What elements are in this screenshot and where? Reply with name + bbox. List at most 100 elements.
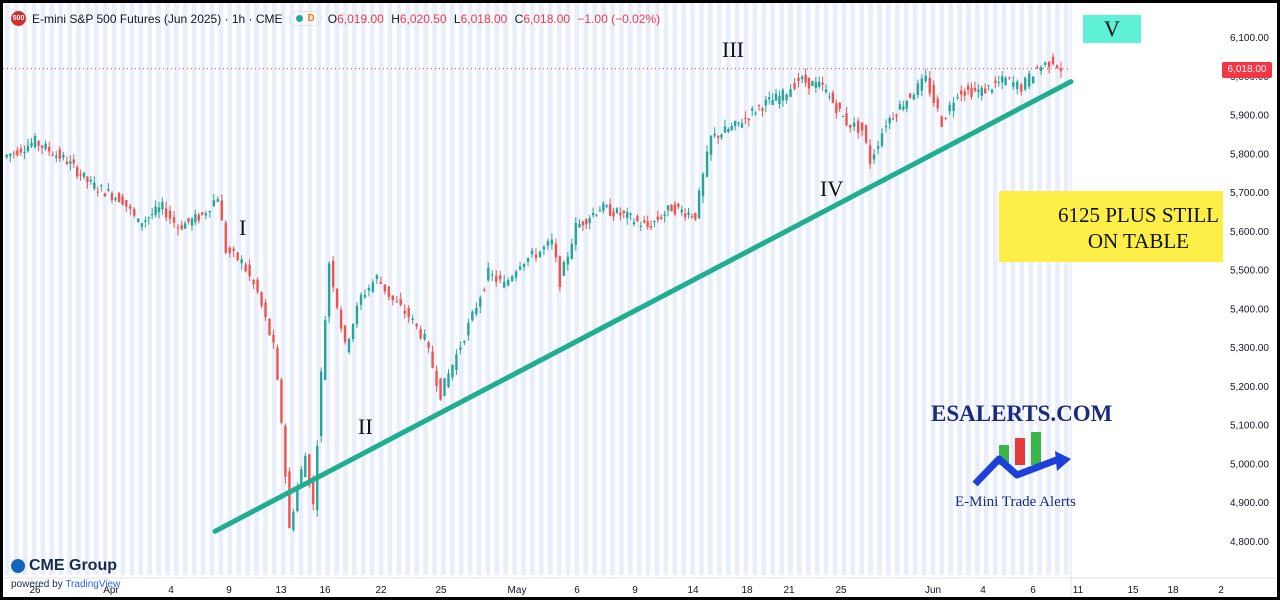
candle-body <box>852 122 856 127</box>
candle-body <box>498 275 502 280</box>
candle-body <box>26 145 30 152</box>
candle-body <box>554 243 558 258</box>
session-band <box>423 3 428 575</box>
candle-body <box>898 104 902 110</box>
candle-body <box>656 216 660 220</box>
candle-body <box>797 77 800 82</box>
candle-body <box>387 286 391 297</box>
candle-body <box>379 281 383 284</box>
candle-body <box>831 92 835 103</box>
candle-body <box>768 97 771 100</box>
symbol-badge-icon[interactable]: 500 <box>11 11 26 26</box>
wave-label-iv: IV <box>820 176 844 201</box>
session-band <box>200 3 206 575</box>
candle-body <box>157 207 161 213</box>
candle-body <box>905 100 908 109</box>
delayed-badge: D <box>307 13 315 24</box>
x-tick-label: 21 <box>783 585 795 596</box>
session-band <box>975 3 980 575</box>
powered-by[interactable]: powered by TradingView <box>11 579 120 590</box>
candle-body <box>709 135 713 155</box>
candle-body <box>335 288 339 308</box>
tradingview-link[interactable]: TradingView <box>65 579 121 590</box>
x-tick-label: 2 <box>1218 585 1224 596</box>
session-band <box>343 3 348 575</box>
candle-body <box>451 364 454 378</box>
candle-body <box>838 102 841 109</box>
candle-body <box>383 284 387 292</box>
candle-body <box>284 426 287 477</box>
powered-by-label: powered by <box>11 579 63 590</box>
candle-body <box>133 208 136 216</box>
candle-body <box>761 108 764 111</box>
candle-body <box>530 250 534 255</box>
candle-body <box>435 370 438 386</box>
candle-body <box>415 323 418 327</box>
session-band <box>903 3 909 575</box>
candle-body <box>423 333 426 340</box>
candle-body <box>1020 84 1023 92</box>
session-band <box>574 3 580 575</box>
wave-label-iii: III <box>722 37 744 62</box>
candle-body <box>100 185 103 187</box>
candle-body <box>304 455 307 478</box>
session-band <box>948 3 953 575</box>
price-chart[interactable]: 6,100.006,000.005,900.005,800.005,700.00… <box>3 3 1277 597</box>
candle-body <box>327 263 331 317</box>
candle-body <box>514 271 518 278</box>
symbol-title[interactable]: E-mini S&P 500 Futures (Jun 2025) · 1h ·… <box>32 11 283 26</box>
close-label: C <box>514 11 524 26</box>
candle-body <box>574 222 577 245</box>
candle-body <box>522 263 526 267</box>
candle-body <box>727 129 730 133</box>
candle-body <box>932 85 935 103</box>
status-pill[interactable]: D <box>288 11 322 26</box>
x-tick-label: Apr <box>103 585 119 596</box>
candle-body <box>940 116 943 127</box>
candle-body <box>471 311 474 321</box>
session-band <box>174 3 179 575</box>
session-band <box>49 3 55 575</box>
session-band <box>307 3 313 575</box>
candle-body <box>320 371 323 437</box>
candle-body <box>701 173 705 197</box>
candle-body <box>264 302 267 318</box>
candle-body <box>197 214 200 221</box>
session-band <box>743 3 749 575</box>
candle-body <box>649 226 653 228</box>
candle-body <box>439 378 442 400</box>
x-tick-label: 6 <box>574 585 580 596</box>
candle-body <box>495 275 498 282</box>
candle-body <box>1055 65 1059 69</box>
session-band <box>814 3 820 575</box>
candle-body <box>570 243 573 259</box>
candle-body <box>216 199 219 202</box>
candle-body <box>296 486 299 512</box>
candle-body <box>807 77 811 89</box>
candle-body <box>1027 73 1031 87</box>
session-band <box>183 3 188 575</box>
session-band <box>450 3 455 575</box>
candle-body <box>475 307 478 315</box>
candle-body <box>666 205 670 211</box>
session-band <box>1010 3 1016 575</box>
candle-body <box>612 211 615 217</box>
candle-body <box>778 95 781 105</box>
candle-body <box>395 301 398 303</box>
candle-body <box>987 85 990 87</box>
candle-body <box>1004 77 1007 85</box>
y-tick-label: 5,900.00 <box>1230 111 1269 122</box>
session-band <box>1037 3 1042 575</box>
candle-body <box>764 99 768 106</box>
session-band <box>289 3 295 575</box>
x-tick-label: May <box>508 585 527 596</box>
candle-body <box>952 102 955 112</box>
candle-body <box>615 208 619 213</box>
candle-body <box>93 182 96 189</box>
x-tick-label: 9 <box>226 585 232 596</box>
last-price-tag: 6,018.00 <box>1222 62 1272 78</box>
candle-body <box>636 216 639 222</box>
y-tick-label: 5,500.00 <box>1230 266 1269 277</box>
session-band <box>5 3 10 575</box>
candle-body <box>980 87 983 97</box>
